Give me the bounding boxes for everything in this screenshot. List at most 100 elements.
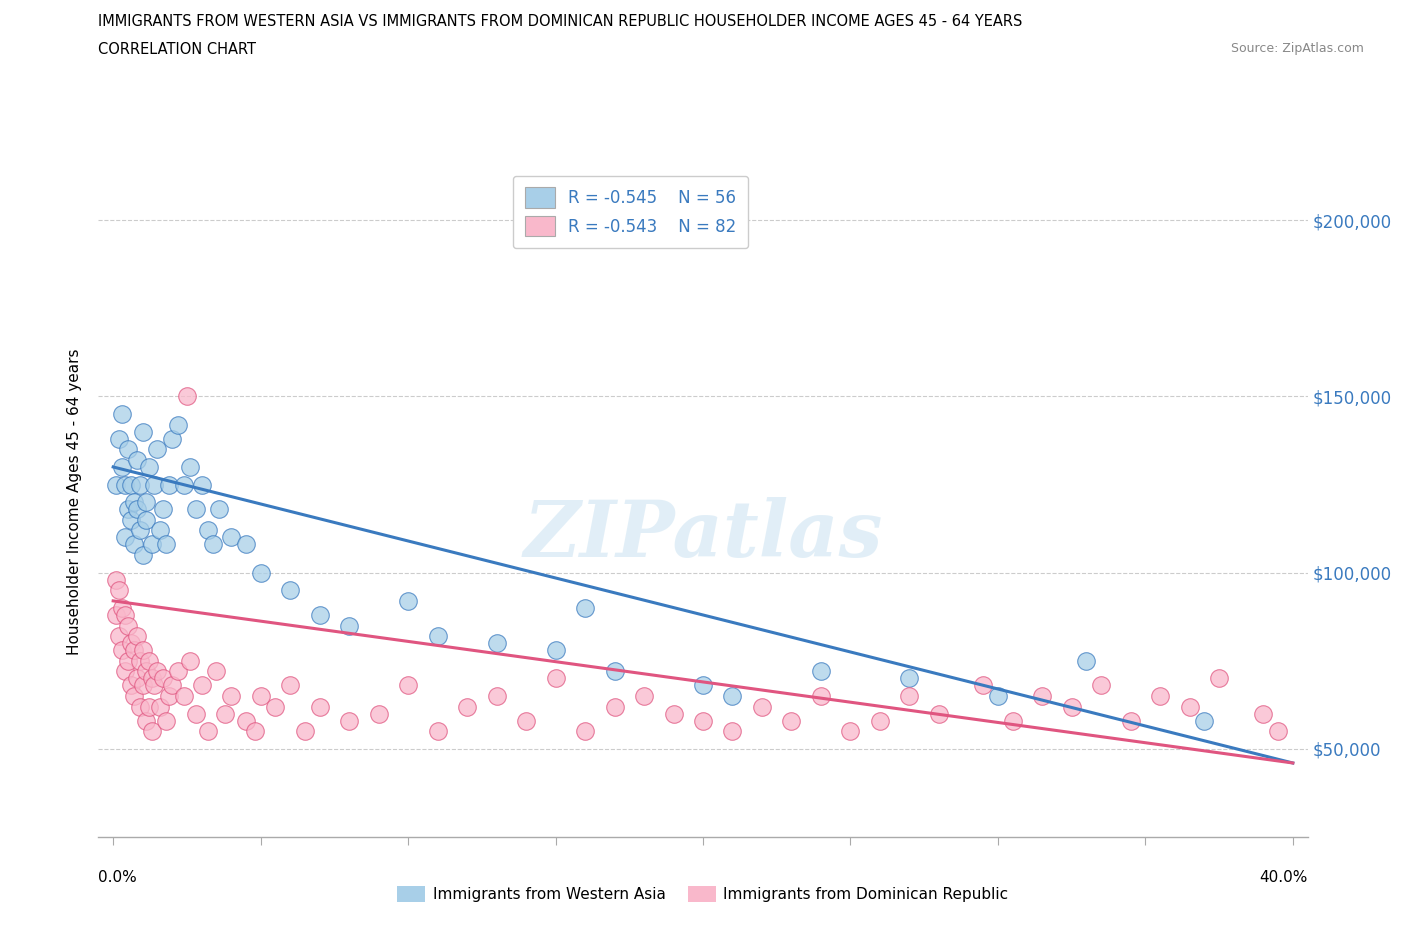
Point [426,629,449,644]
Point [1090,678,1112,693]
Point [662,706,685,721]
Point [111,459,134,474]
Point [105,572,128,587]
Point [176,389,198,404]
Point [235,537,257,551]
Point [157,477,180,492]
Point [1253,706,1275,721]
Point [603,664,626,679]
Point [141,537,163,551]
Point [135,664,157,679]
Point [839,724,862,738]
Point [138,459,160,474]
Point [633,688,655,703]
Point [208,502,231,517]
Point [243,724,266,738]
Point [1031,688,1053,703]
Point [264,699,287,714]
Point [141,724,163,738]
Point [278,583,301,598]
Point [337,618,360,633]
Point [138,654,160,669]
Point [155,537,177,551]
Point [117,618,139,633]
Point [1001,713,1024,728]
Point [128,654,150,669]
Point [544,643,567,658]
Point [111,643,134,658]
Text: Source: ZipAtlas.com: Source: ZipAtlas.com [1230,42,1364,55]
Legend: R = -0.545    N = 56, R = -0.543    N = 82: R = -0.545 N = 56, R = -0.543 N = 82 [513,176,748,248]
Point [603,699,626,714]
Point [367,706,389,721]
Point [125,453,148,468]
Point [160,678,183,693]
Point [278,678,301,693]
Point [396,593,419,608]
Point [167,664,190,679]
Point [928,706,950,721]
Point [1149,688,1171,703]
Point [122,495,145,510]
Point [155,713,177,728]
Text: ZIPatlas: ZIPatlas [523,498,883,574]
Point [122,537,145,551]
Point [692,713,714,728]
Point [152,502,174,517]
Point [721,724,744,738]
Point [485,636,508,651]
Point [114,664,136,679]
Point [160,432,183,446]
Point [692,678,714,693]
Point [152,671,174,685]
Point [157,688,180,703]
Point [1267,724,1289,738]
Point [426,724,449,738]
Text: CORRELATION CHART: CORRELATION CHART [98,42,256,57]
Point [184,706,207,721]
Point [141,671,163,685]
Point [898,688,921,703]
Point [149,699,172,714]
Point [149,523,172,538]
Point [120,477,142,492]
Point [173,688,195,703]
Legend: Immigrants from Western Asia, Immigrants from Dominican Republic: Immigrants from Western Asia, Immigrants… [391,880,1015,909]
Point [987,688,1010,703]
Point [1119,713,1142,728]
Point [1208,671,1230,685]
Point [396,678,419,693]
Point [810,688,832,703]
Point [197,724,219,738]
Point [308,607,330,622]
Point [190,477,212,492]
Point [972,678,994,693]
Point [780,713,803,728]
Point [179,654,201,669]
Point [574,601,596,616]
Point [308,699,330,714]
Point [202,537,225,551]
Point [114,607,136,622]
Point [146,442,169,457]
Point [143,477,166,492]
Point [125,671,148,685]
Point [337,713,360,728]
Point [108,629,131,644]
Point [810,664,832,679]
Point [515,713,537,728]
Point [128,523,150,538]
Point [205,664,228,679]
Point [120,636,142,651]
Point [108,583,131,598]
Point [184,502,207,517]
Point [869,713,891,728]
Point [219,688,242,703]
Text: 40.0%: 40.0% [1260,870,1308,884]
Point [143,678,166,693]
Point [131,424,153,439]
Point [146,664,169,679]
Point [105,607,128,622]
Point [111,601,134,616]
Point [117,502,139,517]
